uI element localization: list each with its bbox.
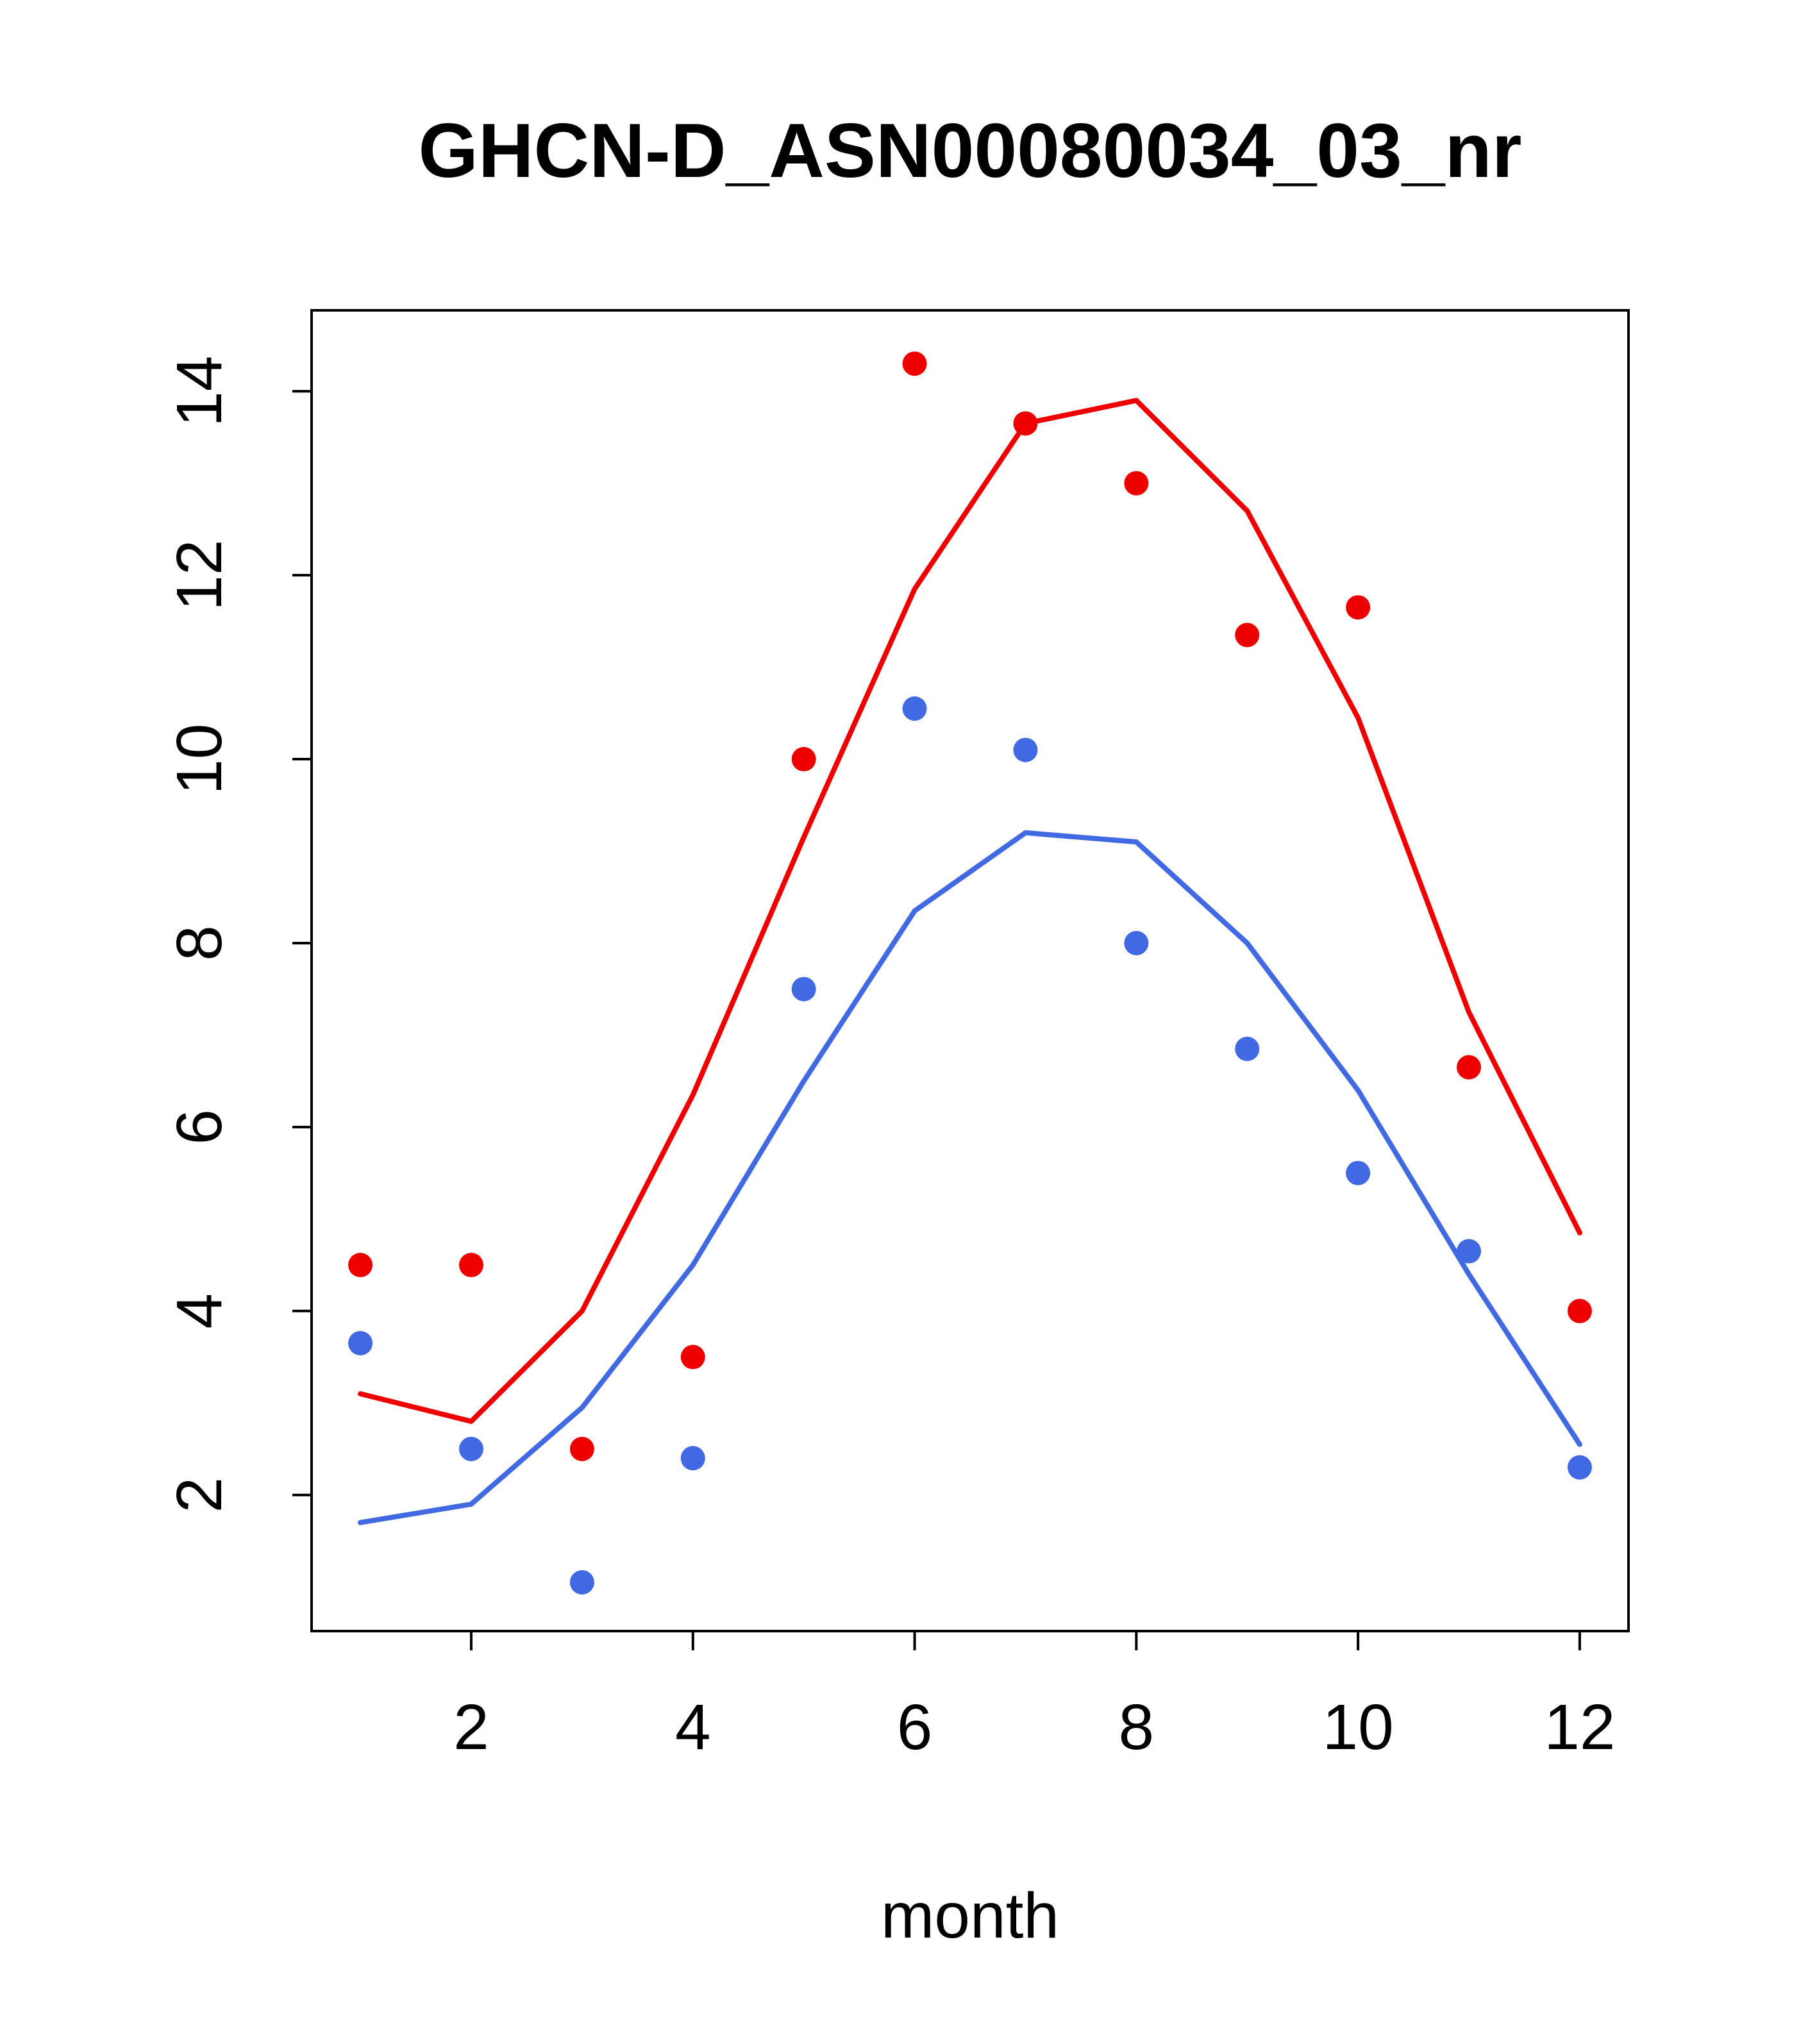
- data-point-red-points: [1567, 1298, 1592, 1323]
- x-tick-label: 6: [897, 1691, 933, 1763]
- data-point-blue-points: [1346, 1160, 1371, 1185]
- x-tick-label: 4: [675, 1691, 711, 1763]
- data-point-blue-points: [458, 1436, 483, 1461]
- data-point-blue-points: [791, 976, 816, 1001]
- series-group: [348, 351, 1592, 1595]
- data-point-red-points: [569, 1436, 594, 1461]
- data-point-blue-points: [569, 1570, 594, 1595]
- data-point-red-points: [1457, 1055, 1482, 1080]
- data-point-red-points: [1124, 471, 1149, 496]
- data-point-red-points: [1235, 623, 1260, 648]
- data-point-blue-points: [680, 1446, 705, 1471]
- x-tick-label: 8: [1119, 1691, 1155, 1763]
- data-point-red-points: [902, 351, 927, 376]
- data-point-blue-points: [1124, 930, 1149, 955]
- data-point-blue-points: [902, 696, 927, 721]
- plot-box: [310, 309, 1630, 1632]
- data-point-blue-points: [348, 1330, 373, 1355]
- data-point-red-points: [1346, 595, 1371, 620]
- data-point-blue-points: [1567, 1455, 1592, 1480]
- x-axis-label: month: [881, 1880, 1059, 1952]
- data-point-red-points: [680, 1345, 705, 1370]
- data-point-red-points: [791, 747, 816, 772]
- x-tick-label: 12: [1544, 1691, 1615, 1763]
- data-point-blue-points: [1235, 1036, 1260, 1061]
- y-tick-label: 12: [163, 540, 235, 611]
- y-tick-label: 10: [163, 723, 235, 794]
- data-point-blue-points: [1013, 737, 1038, 762]
- axes: 2 4 6 8 10 12 2 4 6 8 10 12 14: [163, 309, 1630, 1763]
- data-point-red-points: [348, 1253, 373, 1278]
- y-tick-label: 14: [163, 356, 235, 427]
- y-tick-label: 4: [163, 1293, 235, 1329]
- series-line-red-line: [358, 398, 1582, 1424]
- data-point-blue-points: [1457, 1239, 1482, 1264]
- data-point-red-points: [458, 1253, 483, 1278]
- x-tick-label: 2: [453, 1691, 489, 1763]
- y-tick-label: 8: [163, 925, 235, 961]
- y-tick-label: 6: [163, 1109, 235, 1145]
- chart-title: GHCN-D_ASN00080034_03_nr: [419, 108, 1522, 194]
- y-tick-label: 2: [163, 1477, 235, 1513]
- x-tick-label: 10: [1323, 1691, 1394, 1763]
- series-line-blue-line: [358, 830, 1582, 1525]
- data-point-red-points: [1013, 411, 1038, 436]
